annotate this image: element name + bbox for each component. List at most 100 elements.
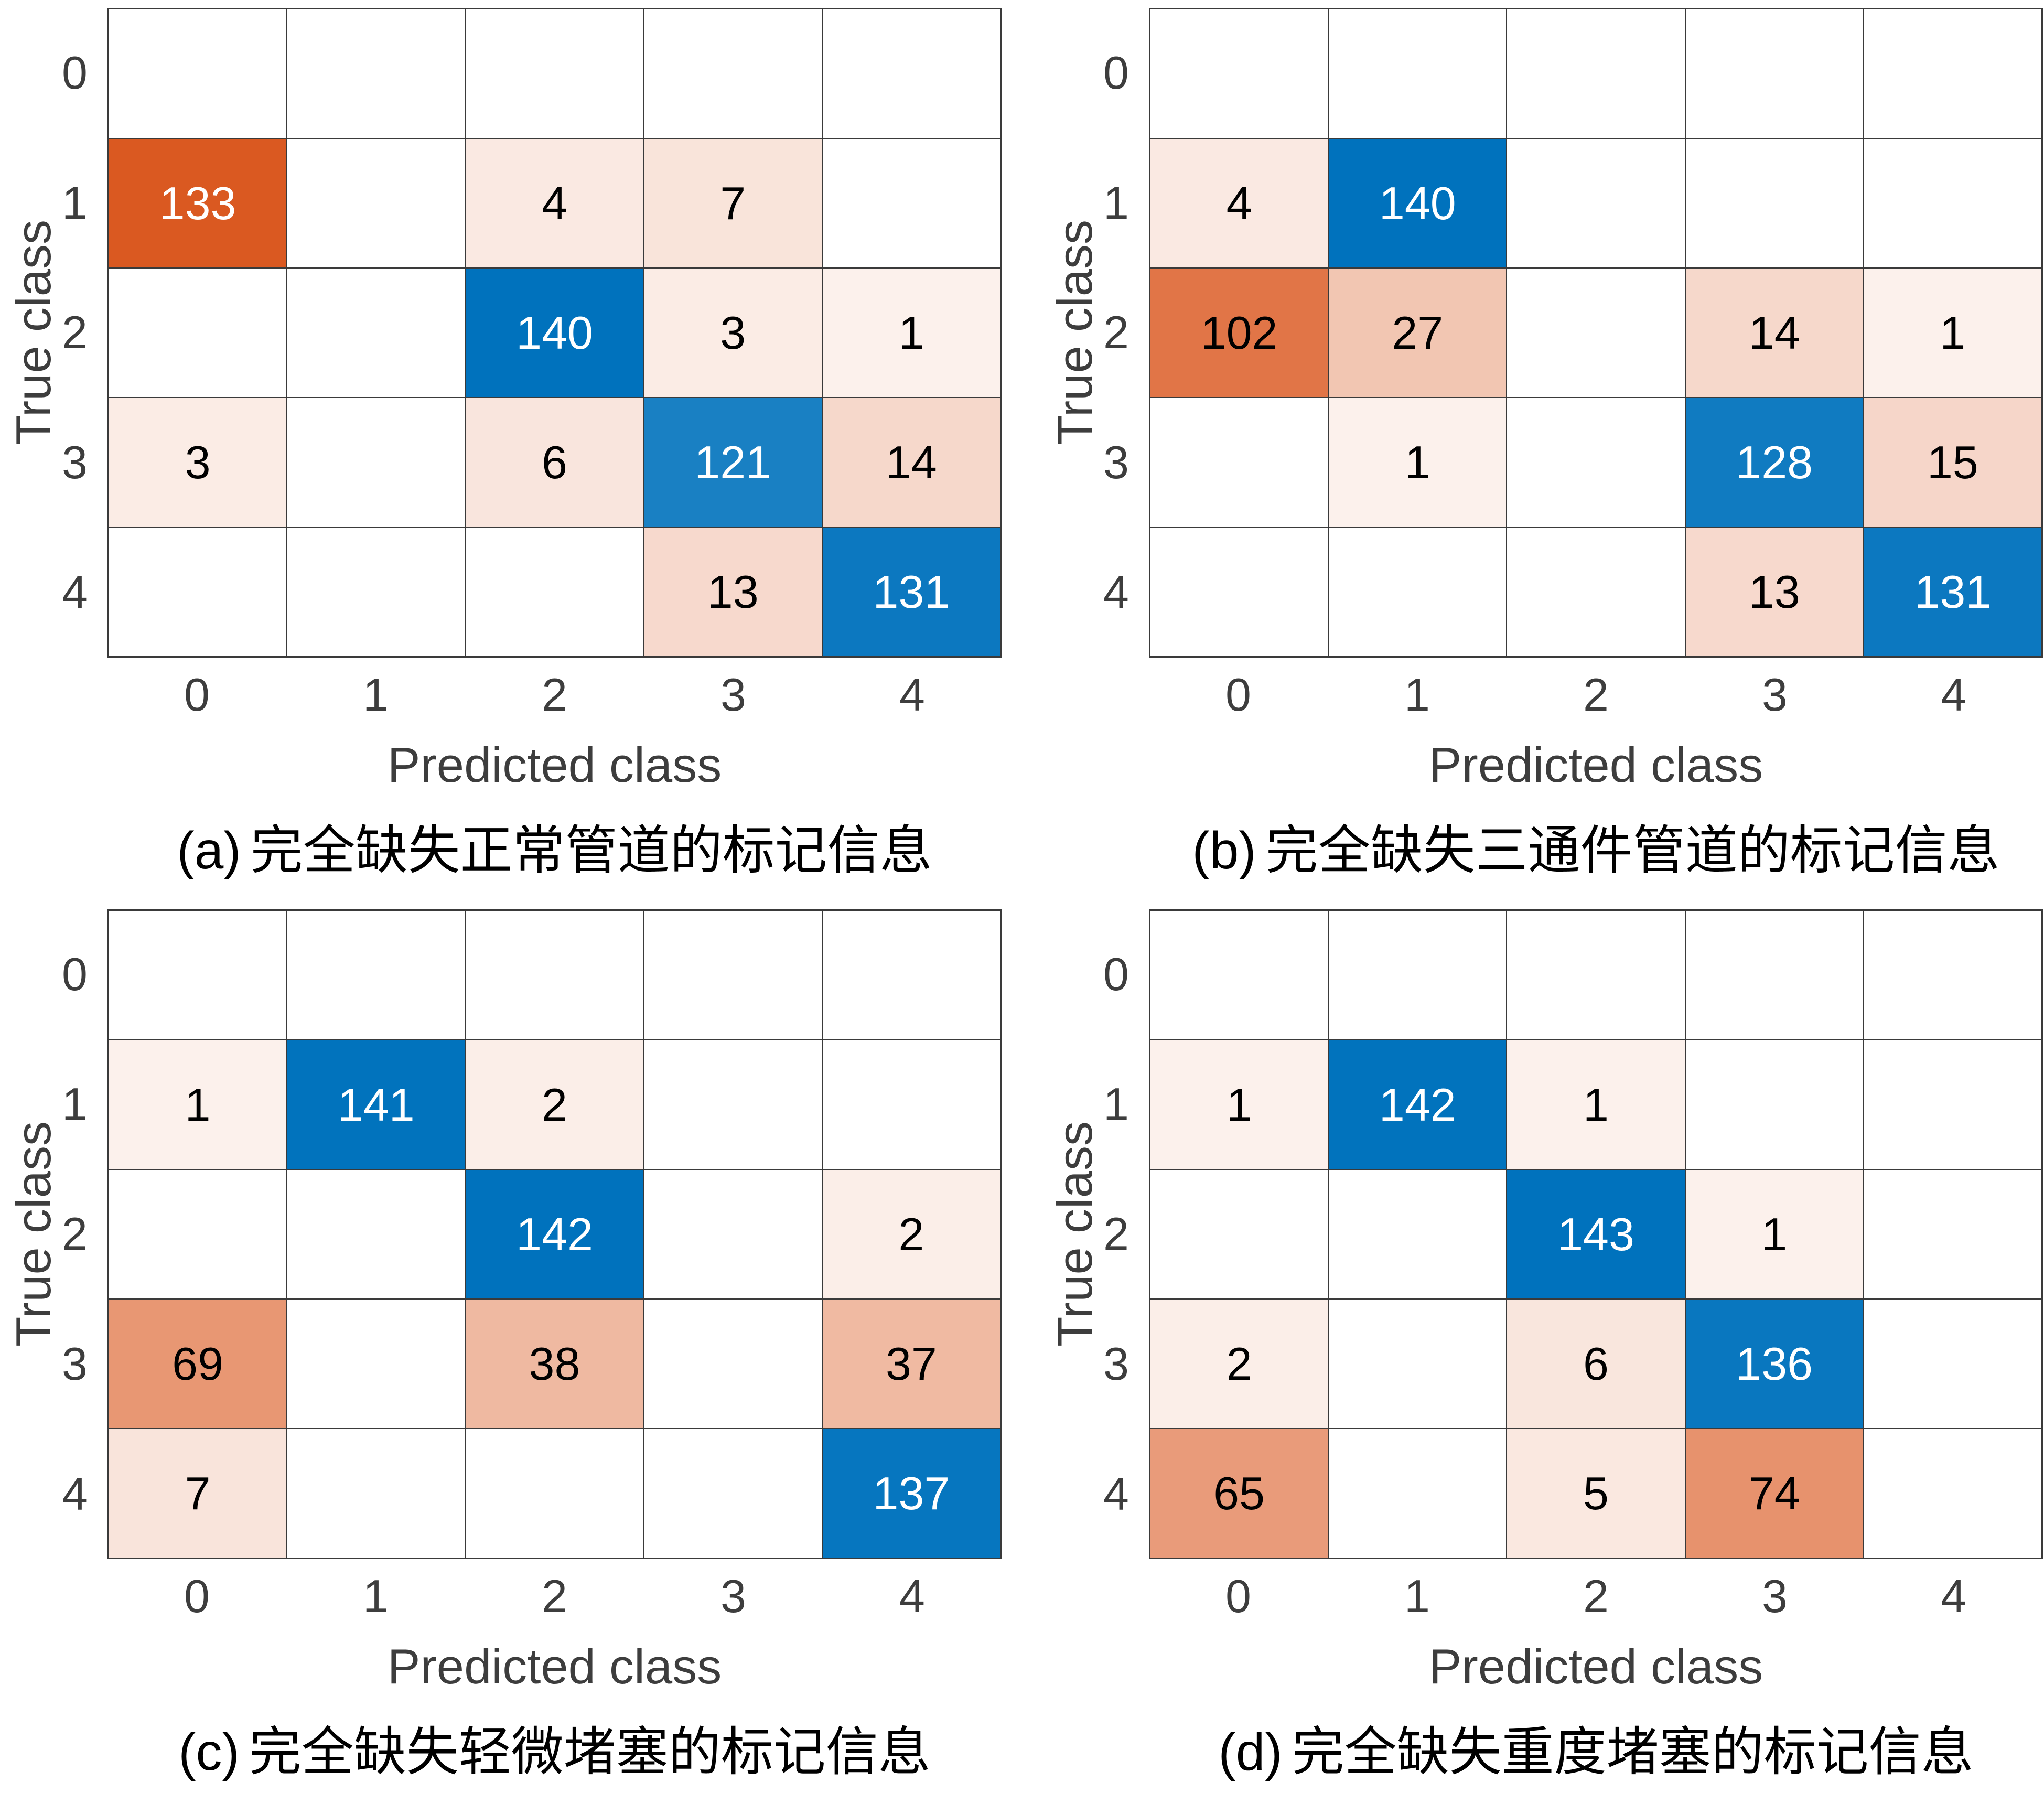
matrix-cell: [1507, 138, 1685, 268]
matrix-cell: [1328, 910, 1507, 1040]
matrix-cell: [1507, 9, 1685, 138]
x-tick-label: 1: [1404, 1570, 1430, 1622]
matrix-cell: [643, 1169, 822, 1299]
matrix-cell: [1150, 527, 1329, 657]
y-tick-label: 1: [62, 176, 88, 229]
panel-caption-text: 完全缺失三通件管道的标记信息: [1265, 822, 2000, 880]
matrix-cell: [822, 910, 1001, 1040]
x-tick-label: 1: [363, 1570, 389, 1622]
x-tick-label: 1: [1404, 669, 1430, 721]
x-tick-label: 4: [1941, 669, 1966, 721]
y-tick-label: 1: [1103, 1078, 1129, 1130]
x-axis-label: Predicted class: [387, 737, 722, 792]
matrix-cell: [109, 268, 287, 398]
x-tick-label: 0: [184, 669, 210, 721]
x-tick-label: 0: [184, 1570, 210, 1622]
matrix-cell: 143: [1507, 1169, 1685, 1299]
y-tick-label: 0: [1103, 46, 1129, 99]
y-tick-label: 3: [1103, 1338, 1129, 1390]
matrix-cell: 140: [465, 268, 644, 398]
matrix-cell: [287, 9, 466, 138]
matrix-cell: [1507, 527, 1685, 657]
x-tick-label: 2: [1583, 1570, 1609, 1622]
matrix-cell: 131: [822, 527, 1001, 657]
x-tick-label: 2: [542, 1570, 567, 1622]
matrix-cell: [1328, 1299, 1507, 1429]
y-tick-label: 4: [62, 1468, 88, 1520]
matrix-cell: 27: [1328, 268, 1507, 398]
matrix-cell: [1863, 1299, 2042, 1429]
y-tick-label: 2: [62, 1208, 88, 1260]
matrix-cell: [287, 138, 466, 268]
x-tick-label: 0: [1225, 1570, 1251, 1622]
x-axis-ticks: 0 1 2 3 4: [1149, 1559, 2043, 1633]
y-tick-label: 4: [62, 566, 88, 619]
x-tick-label: 0: [1225, 669, 1251, 721]
matrix-cell: 5: [1507, 1429, 1685, 1558]
matrix-cell: 141: [287, 1040, 466, 1169]
x-axis-ticks: 0 1 2 3 4: [107, 658, 1002, 731]
matrix-cell: 1: [1150, 1040, 1329, 1169]
matrix-cell: [1863, 1169, 2042, 1299]
panel-caption-text: 完全缺失轻微堵塞的标记信息: [249, 1723, 931, 1781]
matrix-cell: 2: [1150, 1299, 1329, 1429]
x-tick-label: 1: [363, 669, 389, 721]
matrix-cell: [822, 9, 1001, 138]
matrix-cell: 1: [1507, 1040, 1685, 1169]
matrix-cell: [1507, 268, 1685, 398]
x-tick-label: 3: [720, 669, 746, 721]
x-tick-label: 4: [899, 669, 925, 721]
matrix-cell: [287, 1429, 466, 1558]
matrix-cell: 13: [643, 527, 822, 657]
x-tick-label: 4: [1941, 1570, 1966, 1622]
y-tick-label: 2: [1103, 1208, 1129, 1260]
panel-caption: (b) 完全缺失三通件管道的标记信息: [1149, 808, 2043, 884]
matrix-cell: 128: [1685, 398, 1864, 527]
y-tick-label: 1: [62, 1078, 88, 1130]
matrix-cell: [1328, 1429, 1507, 1558]
matrix-cell: 15: [1863, 398, 2042, 527]
x-tick-label: 3: [1762, 669, 1788, 721]
matrix-cell: [465, 1429, 644, 1558]
matrix-cell: [643, 9, 822, 138]
matrix-cell: [465, 910, 644, 1040]
matrix-cell: 65: [1150, 1429, 1329, 1558]
matrix-cell: 38: [465, 1299, 644, 1429]
x-tick-label: 4: [899, 1570, 925, 1622]
y-tick-label: 4: [1103, 1468, 1129, 1520]
panel-letter: (a): [177, 821, 241, 880]
matrix-cell: [465, 527, 644, 657]
matrix-cell: [1150, 910, 1329, 1040]
matrix-cell: 140: [1328, 138, 1507, 268]
matrix-cell: 133: [109, 138, 287, 268]
matrix-cell: [287, 1169, 466, 1299]
matrix-cell: [643, 910, 822, 1040]
matrix-cell: [465, 9, 644, 138]
matrix-cell: [1685, 1040, 1864, 1169]
matrix-cell: [1507, 910, 1685, 1040]
matrix-cell: 4: [465, 138, 644, 268]
matrix-grid: 133 4 7 140 3 1 3 6 121 14 13 131: [107, 8, 1002, 658]
y-tick-label: 3: [1103, 436, 1129, 489]
panel-caption-text: 完全缺失正常管道的标记信息: [250, 822, 932, 880]
matrix-cell: 1: [109, 1040, 287, 1169]
matrix-cell: 14: [1685, 268, 1864, 398]
x-axis-label: Predicted class: [387, 1639, 722, 1694]
y-tick-label: 2: [1103, 306, 1129, 359]
matrix-cell: [1863, 138, 2042, 268]
y-tick-label: 3: [62, 436, 88, 489]
matrix-cell: [1328, 1169, 1507, 1299]
y-tick-label: 0: [1103, 948, 1129, 1000]
matrix-cell: [1863, 910, 2042, 1040]
matrix-cell: 4: [1150, 138, 1329, 268]
matrix-cell: 6: [1507, 1299, 1685, 1429]
x-tick-label: 3: [720, 1570, 746, 1622]
matrix-cell: 131: [1863, 527, 2042, 657]
matrix-cell: 7: [109, 1429, 287, 1558]
matrix-cell: 3: [643, 268, 822, 398]
matrix-cell: [287, 527, 466, 657]
matrix-cell: [1150, 9, 1329, 138]
matrix-cell: [1328, 527, 1507, 657]
x-axis-ticks: 0 1 2 3 4: [1149, 658, 2043, 731]
